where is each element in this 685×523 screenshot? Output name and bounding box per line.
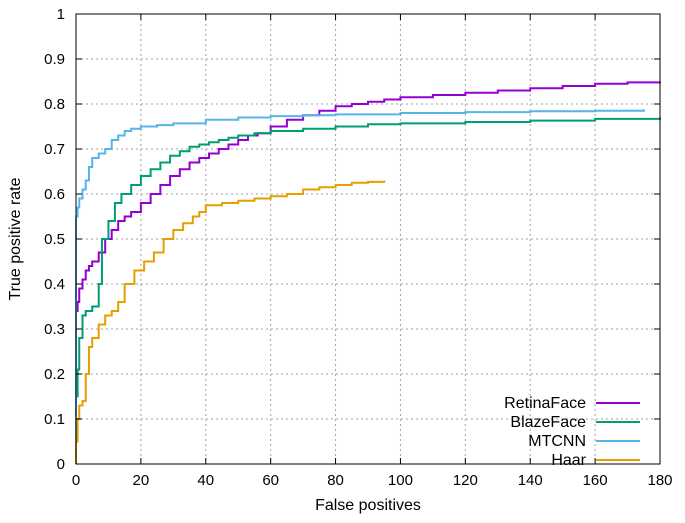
x-tick-label: 40 [197, 472, 214, 489]
y-tick-label: 0.6 [44, 186, 65, 203]
tick-marks [75, 13, 661, 465]
x-tick-label: 0 [72, 472, 80, 489]
series-line-retinaface [75, 81, 661, 464]
x-tick-label: 60 [262, 472, 279, 489]
x-tick-label: 20 [133, 472, 150, 489]
y-tick-label: 1 [57, 6, 65, 23]
y-tick-label: 0.4 [44, 276, 65, 293]
x-axis-label: False positives [315, 497, 421, 514]
y-tick-label: 0 [57, 456, 65, 473]
series-lines [75, 81, 661, 464]
legend-label: Haar [551, 452, 586, 469]
series-line-mtcnn [75, 109, 645, 464]
legend-label: BlazeFace [510, 414, 586, 431]
y-tick-label: 0.5 [44, 231, 65, 248]
x-tick-label: 180 [647, 472, 672, 489]
x-tick-label: 120 [453, 472, 478, 489]
x-tick-label: 140 [518, 472, 543, 489]
legend-label: MTCNN [528, 433, 586, 450]
x-tick-label: 80 [327, 472, 344, 489]
x-tick-labels: 0 20 40 60 80 100 120 140 160 180 [72, 472, 673, 489]
series-line-haar [75, 180, 386, 464]
legend: RetinaFace BlazeFace MTCNN Haar [504, 395, 640, 469]
y-axis-label: True positive rate [7, 177, 24, 300]
x-tick-label: 160 [583, 472, 608, 489]
y-tick-label: 0.9 [44, 51, 65, 68]
series-line-blazeface [75, 117, 661, 464]
y-tick-label: 0.3 [44, 321, 65, 338]
x-tick-label: 100 [388, 472, 413, 489]
y-tick-label: 0.2 [44, 366, 65, 383]
y-tick-label: 0.7 [44, 141, 65, 158]
y-tick-labels: 0 0.1 0.2 0.3 0.4 0.5 0.6 0.7 0.8 0.9 1 [44, 6, 65, 473]
y-tick-label: 0.1 [44, 411, 65, 428]
y-tick-label: 0.8 [44, 96, 65, 113]
legend-label: RetinaFace [504, 395, 586, 412]
